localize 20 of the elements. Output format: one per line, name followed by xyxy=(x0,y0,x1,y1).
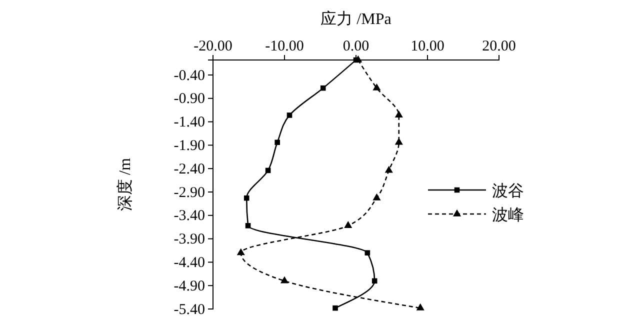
y-tick-label: -0.90 xyxy=(174,91,205,108)
y-tick-label: -4.40 xyxy=(174,254,205,271)
y-tick-label: -3.90 xyxy=(174,232,205,248)
y-tick-label: -5.40 xyxy=(174,302,205,318)
x-tick-label: -20.00 xyxy=(194,38,232,54)
legend-label: 波谷 xyxy=(492,182,524,200)
y-tick-label: -4.90 xyxy=(174,278,205,294)
y-axis-title: 深度 /m xyxy=(116,158,134,211)
y-tick-label: -3.40 xyxy=(174,208,205,224)
x-tick-label: 10.00 xyxy=(410,38,444,54)
x-tick-label: 20.00 xyxy=(482,38,516,54)
y-tick-label: -1.40 xyxy=(174,114,205,131)
y-tick-label: -2.90 xyxy=(174,184,205,201)
x-tick-label: 0.00 xyxy=(342,38,370,54)
x-axis-title: 应力 /MPa xyxy=(320,10,392,28)
y-tick-label: -0.40 xyxy=(174,68,205,84)
y-tick-label: -2.40 xyxy=(174,161,205,178)
y-tick-label: -1.90 xyxy=(174,138,205,154)
legend-label: 波峰 xyxy=(492,206,524,224)
x-tick-label: -10.00 xyxy=(265,38,304,54)
